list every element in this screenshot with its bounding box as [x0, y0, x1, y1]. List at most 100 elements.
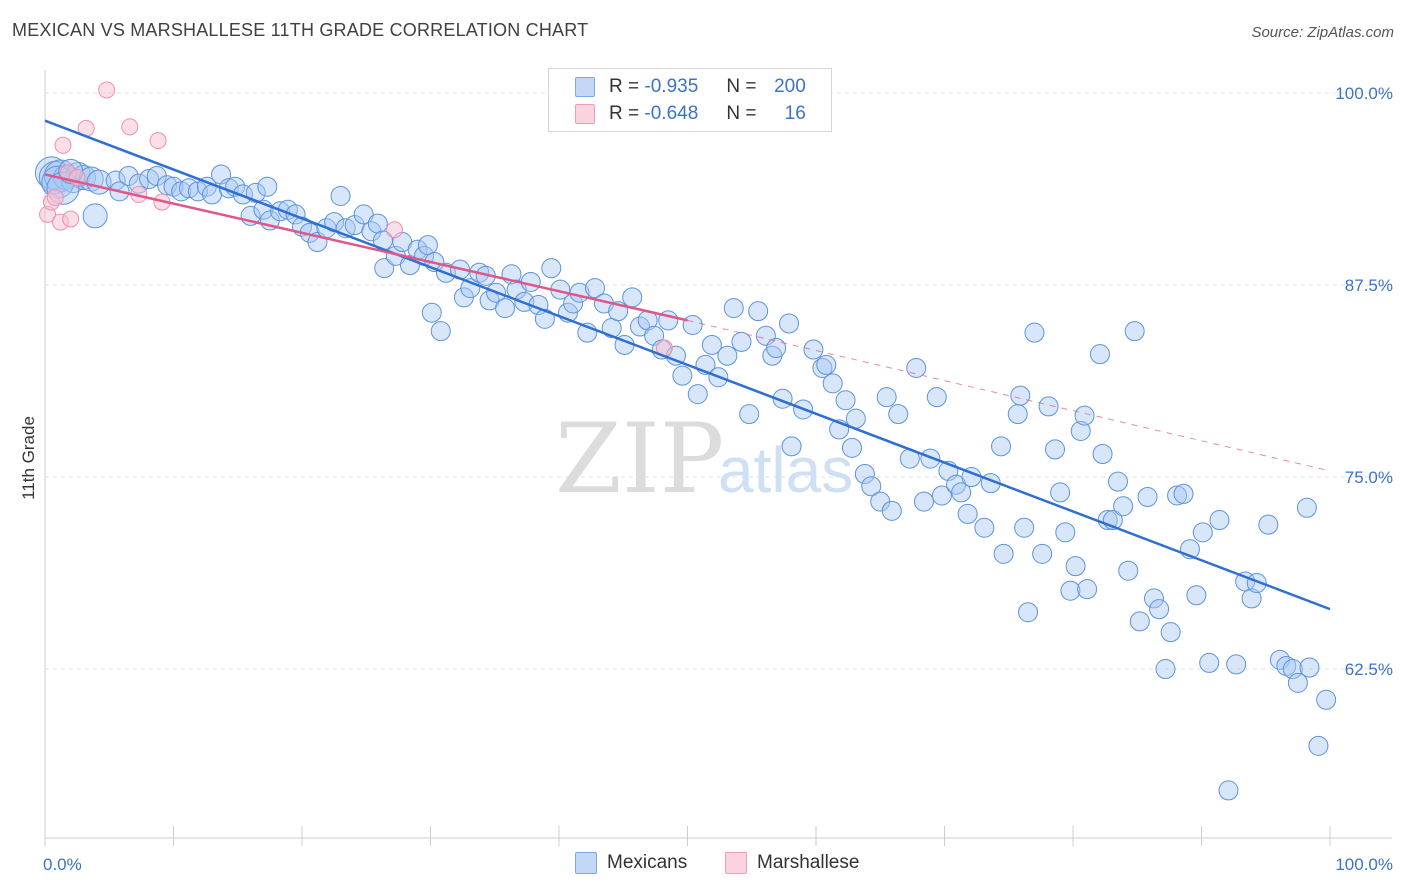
mexicans-point [682, 314, 703, 335]
mexicans-point [876, 387, 897, 408]
mexicans-point [1287, 672, 1308, 693]
mexicans-point [1209, 510, 1230, 531]
mexicans-point [171, 181, 192, 202]
marshallese-legend-swatch [725, 852, 747, 874]
legend-r-label: R = [609, 103, 640, 124]
marshallese-point [386, 221, 404, 239]
mexicans-point [841, 437, 862, 458]
marshallese-swatch [575, 104, 595, 124]
x-tick-label: 0.0% [43, 855, 82, 874]
mexicans-point [803, 339, 824, 360]
legend-row-mexicans: R = -0.935 N = 200 [575, 76, 806, 98]
mexicans-point [1065, 556, 1086, 577]
mexicans-point [687, 384, 708, 405]
mexicans-point [1060, 580, 1081, 601]
legend-r-label: R = [609, 76, 640, 97]
marshallese-trend-line [44, 173, 688, 322]
mexicans-point [835, 390, 856, 411]
legend-n-label: N = [726, 76, 757, 97]
mexicans-point [913, 491, 934, 512]
legend-n-value: 200 [774, 76, 806, 97]
mexicans-point [139, 169, 160, 190]
chart-title: MEXICAN VS MARSHALLESE 11TH GRADE CORREL… [12, 20, 589, 40]
legend-item-mexicans[interactable]: Mexicans [575, 852, 687, 874]
marshallese-point [149, 132, 167, 150]
mexicans-point [951, 482, 972, 503]
mexicans-point [888, 404, 909, 425]
watermark-atlas: atlas [718, 434, 853, 506]
mexicans-point [1050, 482, 1071, 503]
mexicans-point [723, 298, 744, 319]
mexicans-point [374, 258, 395, 279]
mexicans-point [520, 271, 541, 292]
mexicans-point [1167, 485, 1188, 506]
mexicans-point [1258, 514, 1279, 535]
mexicans-point [1143, 588, 1164, 609]
mexicans-point [672, 365, 693, 386]
y-tick-label: 87.5% [1345, 276, 1393, 295]
mexicans-point [534, 308, 555, 329]
mexicans-point [257, 176, 278, 197]
mexicans-point [1192, 522, 1213, 543]
mexicans-swatch [575, 77, 595, 97]
mexicans-point [1074, 405, 1095, 426]
mexicans-point [731, 331, 752, 352]
mexicans-point [1010, 385, 1031, 406]
marshallese-trend-extension [687, 319, 1331, 472]
mexicans-point [1032, 543, 1053, 564]
legend-row-marshallese: R = -0.648 N = 16 [575, 103, 806, 125]
mexicans-point [421, 302, 442, 323]
mexicans-point [931, 485, 952, 506]
mexicans-point [1137, 487, 1158, 508]
mexicans-point [245, 182, 266, 203]
mexicans-point [991, 436, 1012, 457]
marshallese-point [98, 81, 116, 99]
mexicans-point [1118, 560, 1139, 581]
y-tick-label: 100.0% [1335, 84, 1393, 103]
mexicans-point [881, 500, 902, 521]
watermark: ZIP atlas [555, 403, 853, 515]
mexicans-point [779, 313, 800, 334]
mexicans-point [1070, 420, 1091, 441]
mexicans-point [974, 517, 995, 538]
mexicans-point [748, 301, 769, 322]
mexicans-point [957, 503, 978, 524]
mexicans-point [495, 298, 516, 319]
mexicans-point [854, 463, 875, 484]
legend-r-value: -0.648 [644, 103, 699, 124]
axes [44, 70, 1392, 846]
mexicans-point [1045, 439, 1066, 460]
mexicans-point [1149, 599, 1170, 620]
x-tick-label: 100.0% [1335, 855, 1393, 874]
mexicans-point [1038, 396, 1059, 417]
y-tick-labels: 100.0% 87.5% 75.0% 62.5% [1335, 84, 1393, 679]
marshallese-point [62, 210, 80, 228]
mexicans-point [82, 203, 108, 229]
mexicans-point [1316, 689, 1337, 710]
mexicans-point [1186, 585, 1207, 606]
mexicans-point [861, 476, 882, 497]
mexicans-legend-swatch [575, 852, 597, 874]
mexicans-point [1155, 659, 1176, 680]
mexicans-point [622, 287, 643, 308]
mexicans-point [285, 204, 306, 225]
legend-n-label: N = [726, 103, 757, 124]
mexicans-point [920, 448, 941, 469]
mexicans-point [1129, 611, 1150, 632]
mexicans-point [367, 213, 388, 234]
mexicans-point [1299, 657, 1320, 678]
mexicans-point [1124, 321, 1145, 342]
mexicans-point [1007, 404, 1028, 425]
legend-label-mexicans: Mexicans [607, 852, 688, 873]
mexicans-point [1024, 322, 1045, 343]
mexicans-point [232, 184, 253, 205]
mexicans-point [417, 235, 438, 256]
mexicans-point [118, 165, 139, 186]
mexicans-point [926, 387, 947, 408]
legend-item-marshallese[interactable]: Marshallese [725, 852, 859, 874]
mexicans-point [1308, 735, 1329, 756]
y-axis-title: 11th Grade [19, 416, 38, 500]
legend-r-value: -0.935 [644, 76, 699, 97]
mexicans-point [1092, 444, 1113, 464]
y-tick-label: 75.0% [1345, 468, 1393, 487]
